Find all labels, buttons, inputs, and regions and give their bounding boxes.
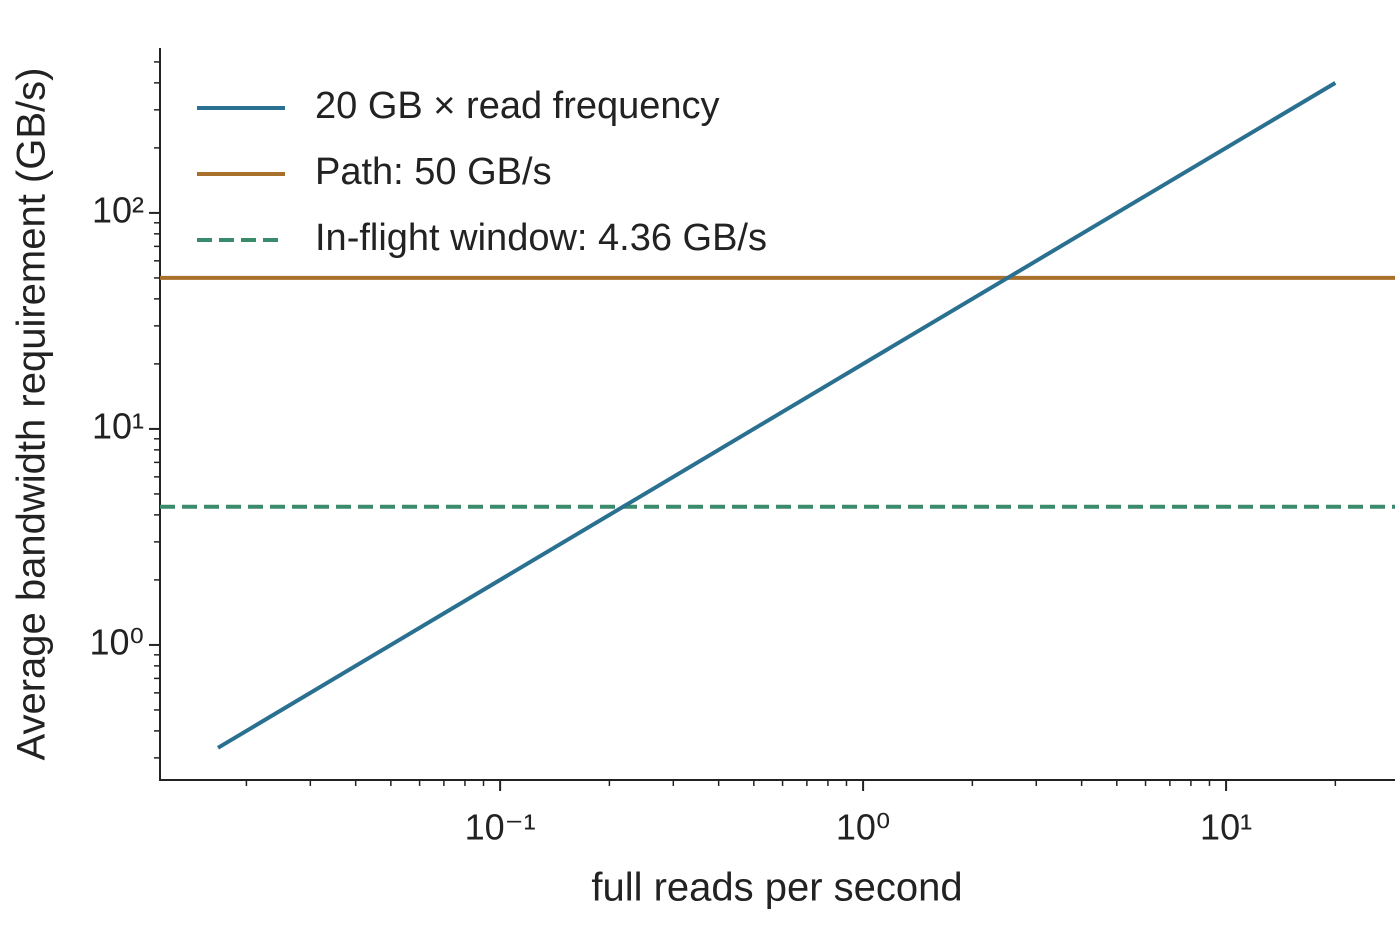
legend-label: 20 GB × read frequency: [315, 85, 720, 127]
legend-label: Path: 50 GB/s: [315, 151, 552, 193]
x-tick-label: 10¹: [1200, 807, 1252, 848]
y-tick-label: 10²: [92, 189, 144, 230]
data-line: [216, 81, 1337, 750]
y-axis-label: Average bandwidth requirement (GB/s): [10, 68, 54, 761]
y-tick-label: 10⁰: [90, 621, 144, 662]
y-tick-label: 10¹: [92, 405, 144, 446]
x-tick-label: 10⁻¹: [465, 807, 536, 848]
x-axis-label: full reads per second: [591, 866, 962, 910]
legend-label: In-flight window: 4.36 GB/s: [315, 217, 767, 259]
x-tick-label: 10⁰: [836, 807, 890, 848]
